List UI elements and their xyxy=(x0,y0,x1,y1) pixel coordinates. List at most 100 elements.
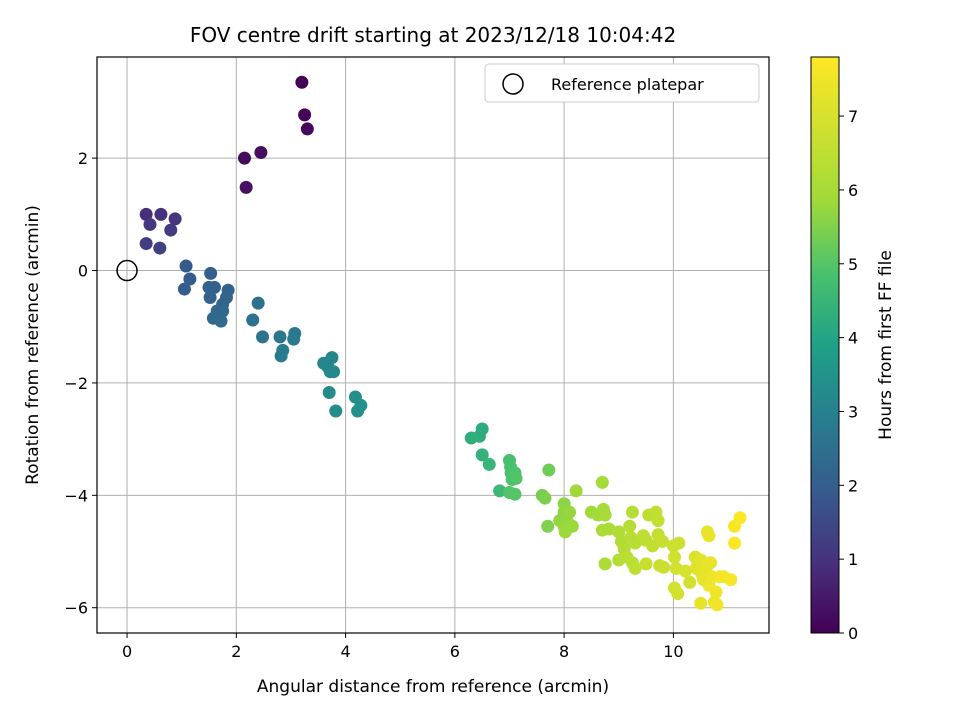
data-point xyxy=(710,598,724,612)
data-point xyxy=(651,514,665,528)
data-point xyxy=(238,151,252,165)
data-point xyxy=(273,330,287,344)
legend-reference-marker xyxy=(502,73,524,95)
x-tick-label: 0 xyxy=(122,642,132,661)
plot-frame xyxy=(96,56,770,634)
data-point xyxy=(657,560,671,574)
colorbar-tick-label: 2 xyxy=(848,476,858,495)
data-point xyxy=(623,519,637,533)
data-point xyxy=(563,505,577,519)
colorbar-tick-label: 0 xyxy=(848,624,858,643)
data-point xyxy=(183,272,197,286)
data-point xyxy=(139,237,153,251)
colorbar-tick-label: 3 xyxy=(848,402,858,421)
y-tick-label: −2 xyxy=(64,374,88,393)
colorbar: 0 1 2 3 4 5 6 7 Hours from first FF file xyxy=(810,56,896,643)
data-point xyxy=(464,431,478,445)
data-point xyxy=(542,463,556,477)
x-tick-label: 4 xyxy=(340,642,350,661)
data-point xyxy=(671,587,685,601)
data-point xyxy=(154,207,168,221)
data-point xyxy=(153,241,167,255)
colorbar-tick-label: 4 xyxy=(848,329,858,348)
data-point xyxy=(256,330,270,344)
x-axis-label: Angular distance from reference (arcmin) xyxy=(257,677,609,697)
x-tick-label: 8 xyxy=(559,642,569,661)
y-tick-label: −4 xyxy=(64,486,88,505)
data-point xyxy=(704,556,718,570)
reference-marker xyxy=(116,259,138,282)
data-point xyxy=(207,280,221,294)
data-point xyxy=(322,385,336,399)
data-point xyxy=(595,523,609,537)
colorbar-tick-label: 7 xyxy=(848,107,858,126)
data-point xyxy=(327,365,341,379)
colorbar-label: Hours from first FF file xyxy=(876,250,896,440)
data-point xyxy=(475,448,489,462)
data-point xyxy=(541,519,555,533)
data-point xyxy=(625,505,639,519)
data-point xyxy=(351,404,365,418)
data-point xyxy=(709,585,723,599)
data-point xyxy=(164,223,178,237)
x-tick-label: 6 xyxy=(450,642,460,661)
data-point xyxy=(295,75,309,89)
y-tick-label: −6 xyxy=(64,599,88,618)
data-point xyxy=(728,536,742,550)
y-tick-label: 2 xyxy=(78,149,88,168)
data-point xyxy=(274,349,288,363)
data-point xyxy=(678,564,692,578)
data-point xyxy=(655,534,669,548)
data-point xyxy=(254,146,268,160)
data-point xyxy=(482,457,496,471)
data-point xyxy=(628,561,642,575)
data-point xyxy=(179,259,193,273)
data-point xyxy=(672,536,686,550)
data-point xyxy=(667,550,681,564)
data-point xyxy=(724,573,738,587)
data-point xyxy=(646,539,660,553)
data-point xyxy=(509,471,523,485)
data-point xyxy=(329,404,343,418)
legend-box xyxy=(484,63,760,103)
data-points xyxy=(139,75,747,612)
x-axis-ticks: 0 2 4 6 8 10 xyxy=(122,633,684,661)
data-point xyxy=(694,596,708,610)
data-point xyxy=(143,217,157,231)
colorbar-tick-label: 6 xyxy=(848,181,858,200)
data-point xyxy=(139,207,153,221)
data-point xyxy=(168,212,182,226)
data-point xyxy=(177,282,191,296)
y-axis-ticks: −6 −4 −2 0 2 xyxy=(64,149,97,618)
colorbar-tick-label: 1 xyxy=(848,550,858,569)
data-point xyxy=(558,525,572,539)
data-point xyxy=(493,484,507,498)
colorbar-gradient xyxy=(810,56,840,634)
data-point xyxy=(251,296,265,310)
data-point xyxy=(569,484,583,498)
data-point xyxy=(733,511,747,525)
chart-title: FOV centre drift starting at 2023/12/18 … xyxy=(190,23,676,47)
data-point xyxy=(639,557,653,571)
data-point xyxy=(683,575,697,589)
data-point xyxy=(300,122,314,136)
data-point xyxy=(214,314,228,328)
colorbar-tick-label: 5 xyxy=(848,255,858,274)
data-point xyxy=(203,291,217,305)
data-point xyxy=(287,332,301,346)
x-tick-label: 10 xyxy=(663,642,683,661)
data-point xyxy=(538,491,552,505)
data-point xyxy=(595,475,609,489)
data-point xyxy=(508,487,522,501)
colorbar-ticks: 0 1 2 3 4 5 6 7 xyxy=(839,107,858,643)
y-tick-label: 0 xyxy=(78,262,88,281)
legend-label: Reference platepar xyxy=(551,75,704,94)
data-point xyxy=(204,266,218,280)
legend: Reference platepar xyxy=(484,63,760,103)
data-point xyxy=(239,180,253,194)
data-point xyxy=(298,108,312,122)
x-tick-label: 2 xyxy=(231,642,241,661)
data-point xyxy=(598,557,612,571)
data-point xyxy=(702,529,716,543)
